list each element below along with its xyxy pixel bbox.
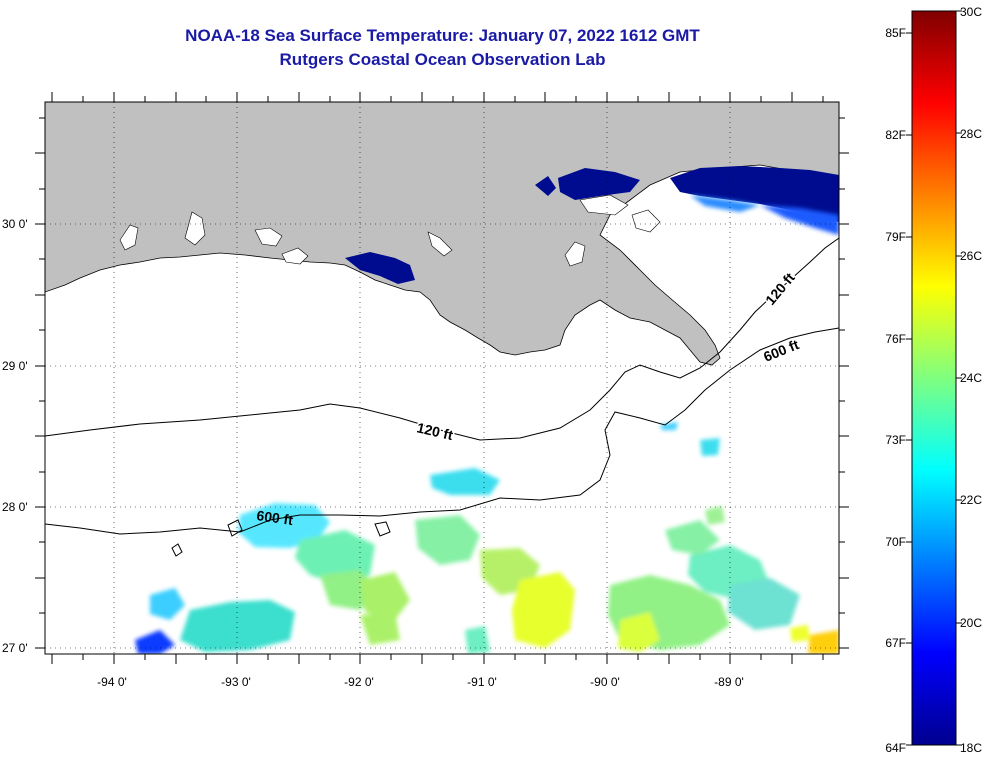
contour-120ft-west — [45, 237, 839, 441]
colorbar-f-label: 82F — [885, 128, 906, 142]
colorbar: 85F 82F 79F 76F 73F 70F 67F 64F 30C 28C … — [885, 5, 982, 755]
colorbar-c-label: 22C — [960, 493, 982, 507]
graticule — [45, 102, 839, 654]
colorbar-f-label: 85F — [885, 26, 906, 40]
colorbar-c-label: 18C — [960, 741, 982, 755]
colorbar-f-label: 73F — [885, 433, 906, 447]
colorbar-c-label: 24C — [960, 371, 982, 385]
colorbar-c-label: 30C — [960, 5, 982, 19]
land-mass — [45, 102, 839, 366]
map-subtitle: Rutgers Coastal Ocean Observation Lab — [279, 50, 606, 69]
colorbar-f-label: 64F — [885, 741, 906, 755]
lon-label: -93 0' — [221, 675, 251, 689]
map-title: NOAA-18 Sea Surface Temperature: January… — [185, 26, 700, 45]
lat-label: 30 0' — [2, 217, 28, 231]
sst-patches — [135, 422, 839, 654]
cool-nearshore-water — [690, 195, 839, 235]
colorbar-f-label: 67F — [885, 636, 906, 650]
contour-600ft — [45, 327, 839, 535]
axis-ticks — [35, 92, 849, 664]
colorbar-c-label: 28C — [960, 127, 982, 141]
lon-label: -94 0' — [97, 675, 127, 689]
colorbar-c-label: 26C — [960, 249, 982, 263]
lat-label: 28 0' — [2, 500, 28, 514]
lon-label: -90 0' — [590, 675, 620, 689]
colorbar-c-label: 20C — [960, 616, 982, 630]
map-frame — [44, 101, 840, 655]
lat-label: 29 0' — [2, 359, 28, 373]
colorbar-f-label: 76F — [885, 332, 906, 346]
bathymetry-contours — [45, 237, 839, 557]
contour-label-600ft-west: 600 ft — [256, 507, 295, 528]
colorbar-f-label: 79F — [885, 230, 906, 244]
colorbar-f-label: 70F — [885, 535, 906, 549]
lat-label: 27 0' — [2, 641, 28, 655]
lon-label: -92 0' — [344, 675, 374, 689]
lon-label: -89 0' — [714, 675, 744, 689]
lon-label: -91 0' — [467, 675, 497, 689]
map-plot-area — [45, 102, 839, 654]
inland-lakes — [119, 194, 661, 267]
